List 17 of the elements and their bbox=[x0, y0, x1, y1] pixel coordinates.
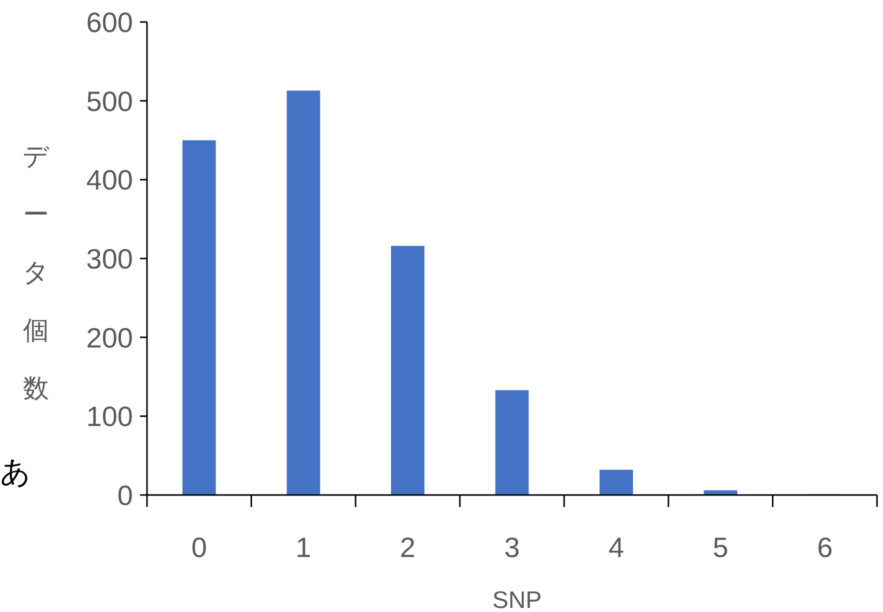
x-tick-label: 6 bbox=[817, 532, 833, 563]
text: あ bbox=[0, 456, 31, 489]
y-tick-label: 200 bbox=[86, 322, 133, 354]
x-tick-label: 5 bbox=[712, 532, 728, 563]
y-tick-label: 100 bbox=[86, 401, 133, 432]
x-tick-label: 0 bbox=[191, 532, 207, 563]
y-tick-label: 400 bbox=[86, 164, 133, 196]
y-tick-label: 600 bbox=[86, 7, 133, 38]
y-tick-label: 0 bbox=[117, 480, 133, 511]
x-axis-title: SNP bbox=[492, 587, 542, 612]
x-tick-label: 4 bbox=[608, 532, 624, 563]
y-tick-label: 500 bbox=[86, 86, 133, 117]
y-tick-label: 300 bbox=[86, 244, 133, 274]
x-tick-label: 1 bbox=[296, 532, 312, 563]
x-tick-label: 2 bbox=[400, 532, 416, 563]
y-axis-title: データ個数 bbox=[22, 141, 50, 403]
x-tick-label: 3 bbox=[504, 532, 520, 563]
